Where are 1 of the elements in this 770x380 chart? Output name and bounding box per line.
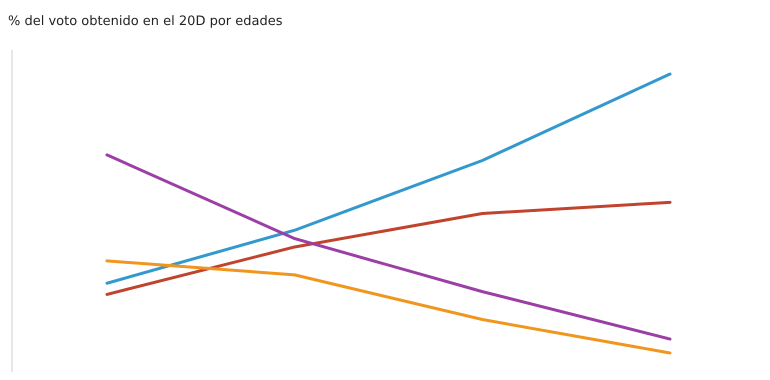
chart-title: % del voto obtenido en el 20D por edades <box>8 14 283 29</box>
